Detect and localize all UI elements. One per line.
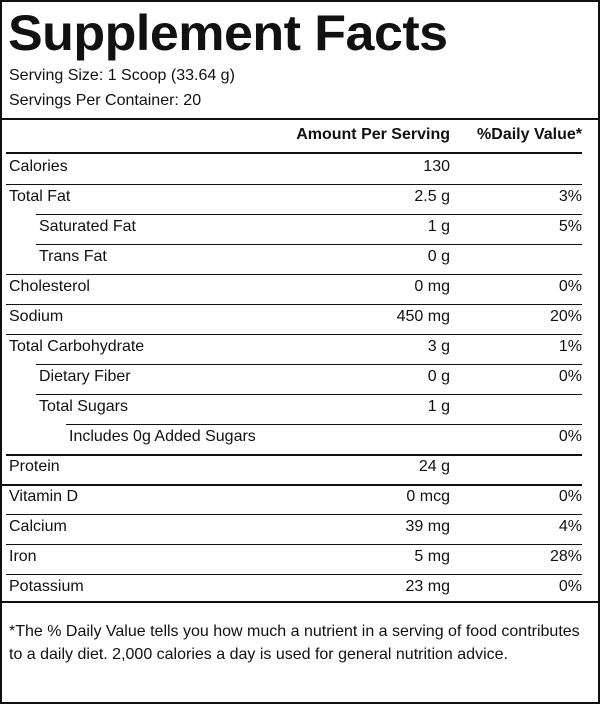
panel-title: Supplement Facts xyxy=(8,5,448,61)
nutrient-amount: 2.5 g xyxy=(414,188,450,205)
row-divider xyxy=(36,244,582,245)
nutrient-daily-value: 0% xyxy=(558,488,582,505)
nutrient-name: Dietary Fiber xyxy=(39,368,131,385)
nutrient-daily-value: 0% xyxy=(558,368,582,385)
nutrient-name: Includes 0g Added Sugars xyxy=(69,428,256,445)
nutrient-row: Calories 130 xyxy=(2,154,598,184)
row-divider xyxy=(66,424,582,425)
nutrient-amount: 5 mg xyxy=(414,548,450,565)
nutrient-name: Total Fat xyxy=(9,188,71,205)
nutrient-daily-value: 0% xyxy=(558,428,582,445)
nutrient-daily-value: 0% xyxy=(558,578,582,595)
nutrient-amount: 450 mg xyxy=(396,308,450,325)
serving-size: Serving Size: 1 Scoop (33.64 g) xyxy=(9,67,235,84)
row-divider xyxy=(6,514,582,515)
nutrient-name: Trans Fat xyxy=(39,248,107,265)
row-divider xyxy=(36,364,582,365)
nutrient-name: Sodium xyxy=(9,308,64,325)
nutrient-row: Total Sugars 1 g xyxy=(2,394,598,424)
nutrient-row: Trans Fat 0 g xyxy=(2,244,598,274)
row-divider xyxy=(6,274,582,275)
nutrient-name: Saturated Fat xyxy=(39,218,136,235)
nutrient-name: Iron xyxy=(9,548,37,565)
nutrient-daily-value: 3% xyxy=(558,188,582,205)
nutrient-row: Includes 0g Added Sugars 0% xyxy=(2,424,598,454)
nutrient-row: Iron 5 mg 28% xyxy=(2,544,598,574)
nutrient-name: Protein xyxy=(9,458,60,475)
nutrient-table: Calories 130 Total Fat 2.5 g 3% Saturated Fat… xyxy=(2,154,598,604)
nutrient-amount: 0 mg xyxy=(414,278,450,295)
nutrient-row: Potassium 23 mg 0% xyxy=(2,574,598,604)
nutrient-amount: 0 g xyxy=(427,368,450,385)
nutrient-row: Dietary Fiber 0 g 0% xyxy=(2,364,598,394)
nutrient-row: Calcium 39 mg 4% xyxy=(2,514,598,544)
nutrient-name: Calories xyxy=(9,158,68,175)
nutrient-daily-value: 20% xyxy=(549,308,582,325)
bottom-divider xyxy=(2,601,598,603)
row-divider xyxy=(36,394,582,395)
nutrient-amount: 3 g xyxy=(427,338,450,355)
servings-per-container: Servings Per Container: 20 xyxy=(9,92,202,109)
nutrient-row: Protein 24 g xyxy=(2,454,598,484)
row-divider xyxy=(2,484,582,486)
nutrient-name: Calcium xyxy=(9,518,67,535)
nutrient-daily-value: 5% xyxy=(558,218,582,235)
nutrient-amount: 39 mg xyxy=(405,518,450,535)
nutrient-row: Vitamin D 0 mcg 0% xyxy=(2,484,598,514)
nutrient-amount: 24 g xyxy=(418,458,450,475)
row-divider xyxy=(6,184,582,185)
daily-value-header: %Daily Value* xyxy=(477,126,582,143)
nutrient-row: Total Carbohydrate 3 g 1% xyxy=(2,334,598,364)
nutrient-row: Cholesterol 0 mg 0% xyxy=(2,274,598,304)
nutrient-name: Potassium xyxy=(9,578,84,595)
nutrient-daily-value: 0% xyxy=(558,278,582,295)
nutrient-amount: 1 g xyxy=(427,218,450,235)
row-divider xyxy=(6,304,582,305)
row-divider xyxy=(36,214,582,215)
nutrient-name: Cholesterol xyxy=(9,278,90,295)
nutrient-amount: 23 mg xyxy=(405,578,450,595)
nutrient-row: Saturated Fat 1 g 5% xyxy=(2,214,598,244)
nutrient-daily-value: 4% xyxy=(558,518,582,535)
amount-per-serving-header: Amount Per Serving xyxy=(296,126,450,143)
row-divider xyxy=(6,454,582,456)
nutrient-amount: 130 xyxy=(423,158,450,175)
nutrient-amount: 0 mcg xyxy=(406,488,450,505)
thick-divider xyxy=(2,118,598,120)
nutrient-name: Vitamin D xyxy=(9,488,79,505)
nutrient-daily-value: 28% xyxy=(549,548,582,565)
nutrient-daily-value: 1% xyxy=(558,338,582,355)
column-header-row: Amount Per Serving %Daily Value* xyxy=(2,120,598,152)
daily-value-footnote: *The % Daily Value tells you how much a … xyxy=(9,623,580,663)
row-divider xyxy=(6,574,582,575)
nutrient-row: Total Fat 2.5 g 3% xyxy=(2,184,598,214)
header-divider xyxy=(6,152,582,154)
nutrient-name: Total Sugars xyxy=(39,398,128,415)
row-divider xyxy=(6,544,582,545)
nutrient-row: Sodium 450 mg 20% xyxy=(2,304,598,334)
nutrient-amount: 0 g xyxy=(427,248,450,265)
nutrient-name: Total Carbohydrate xyxy=(9,338,145,355)
nutrient-amount: 1 g xyxy=(427,398,450,415)
row-divider xyxy=(6,334,582,335)
